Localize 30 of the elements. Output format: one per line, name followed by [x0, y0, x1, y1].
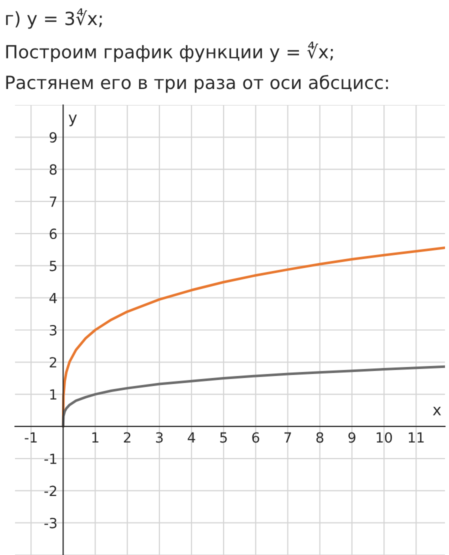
y-tick-label: 4: [49, 293, 57, 304]
y-tick-label: 5: [50, 260, 56, 272]
x-tick-label: 5: [220, 432, 227, 443]
y-tick-label: -1: [44, 454, 56, 464]
x-tick-label: 9: [348, 432, 356, 443]
x-tick-label: 2: [124, 432, 130, 443]
line-series: [62, 365, 445, 428]
chart-subtitle: Построим график функции y = ∜x;: [6, 42, 333, 62]
y-tick-label: -3: [44, 518, 56, 528]
y-tick-label: 7: [50, 196, 56, 207]
x-tick-label: 11: [408, 432, 424, 443]
x-tick-label: 1: [92, 432, 98, 443]
x-tick-label: 10: [376, 432, 392, 443]
x-tick-label: 3: [156, 432, 163, 443]
y-tick-label: 8: [50, 164, 57, 175]
x-tick-label: 8: [316, 432, 324, 443]
y-tick-label: 1: [50, 389, 56, 400]
x-tick-label: 4: [188, 432, 196, 443]
x-tick-label: 7: [284, 432, 291, 443]
x-axis-title: x: [432, 406, 441, 416]
y-tick-label: -2: [44, 486, 56, 496]
x-tick-label: -1: [24, 432, 37, 443]
chart-title: г) y = 3∜x;: [6, 8, 102, 29]
y-tick-label: 9: [50, 132, 57, 143]
y-tick-label: 6: [50, 228, 57, 240]
y-tick-label: 2: [50, 357, 56, 368]
y-axis-title: y: [68, 114, 77, 126]
x-tick-label: 6: [252, 432, 260, 443]
text: Растянем его в три раза от оси абсцисс:: [6, 74, 388, 93]
y-tick-label: 3: [50, 324, 56, 336]
